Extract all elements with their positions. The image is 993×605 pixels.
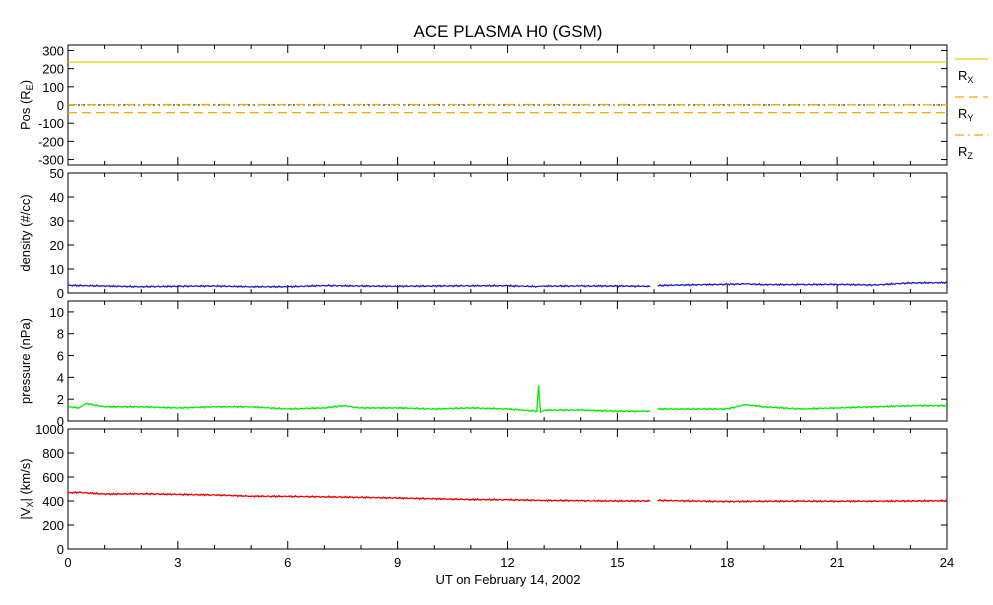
x-tick-label: 0	[64, 555, 71, 570]
pos-ytick-label: 100	[42, 80, 64, 95]
vx-ytick-label: 400	[42, 494, 64, 509]
pressure-ytick-label: 8	[57, 327, 64, 342]
pos-ytick-label: -100	[38, 116, 64, 131]
vx-ytick-label: 1000	[35, 422, 64, 437]
density-ytick-label: 20	[50, 238, 64, 253]
density-ytick-label: 30	[50, 214, 64, 229]
x-tick-label: 9	[394, 555, 401, 570]
pressure-ytick-label: 4	[57, 370, 64, 385]
pressure-ytick-label: 10	[50, 305, 64, 320]
pressure-ylabel: pressure (nPa)	[18, 318, 33, 404]
pos-ytick-label: -200	[38, 134, 64, 149]
x-tick-label: 18	[720, 555, 734, 570]
density-ytick-label: 10	[50, 262, 64, 277]
density-ytick-label: 50	[50, 166, 64, 181]
pressure-ytick-label: 2	[57, 392, 64, 407]
density-ylabel: density (#/cc)	[18, 194, 33, 271]
vx-ytick-label: 600	[42, 470, 64, 485]
x-axis-label: UT on February 14, 2002	[435, 572, 580, 587]
x-tick-label: 24	[940, 555, 954, 570]
x-tick-label: 15	[610, 555, 624, 570]
density-panel-frame	[68, 173, 947, 293]
vx-series-line	[68, 492, 947, 503]
density-ytick-label: 0	[57, 286, 64, 301]
x-tick-label: 6	[284, 555, 291, 570]
pressure-panel-frame	[68, 301, 947, 421]
vx-ytick-label: 200	[42, 518, 64, 533]
pressure-ytick-label: 6	[57, 349, 64, 364]
x-tick-label: 21	[830, 555, 844, 570]
vx-panel-frame	[68, 429, 947, 549]
density-ytick-label: 40	[50, 190, 64, 205]
pos-ytick-label: 0	[57, 98, 64, 113]
vx-ylabel: |VX| (km/s)	[18, 458, 35, 519]
x-tick-label: 3	[174, 555, 181, 570]
pos-ylabel: Pos (RE)	[18, 80, 35, 130]
legend-label: RY	[958, 106, 973, 123]
pos-ytick-label: 300	[42, 43, 64, 58]
chart-title: ACE PLASMA H0 (GSM)	[414, 22, 603, 41]
x-tick-label: 12	[500, 555, 514, 570]
pos-ytick-label: 200	[42, 62, 64, 77]
vx-ytick-label: 0	[57, 542, 64, 557]
vx-ytick-label: 800	[42, 446, 64, 461]
legend-label: RZ	[958, 144, 973, 161]
pressure-series-line	[68, 385, 947, 412]
legend-label: RX	[958, 68, 973, 85]
